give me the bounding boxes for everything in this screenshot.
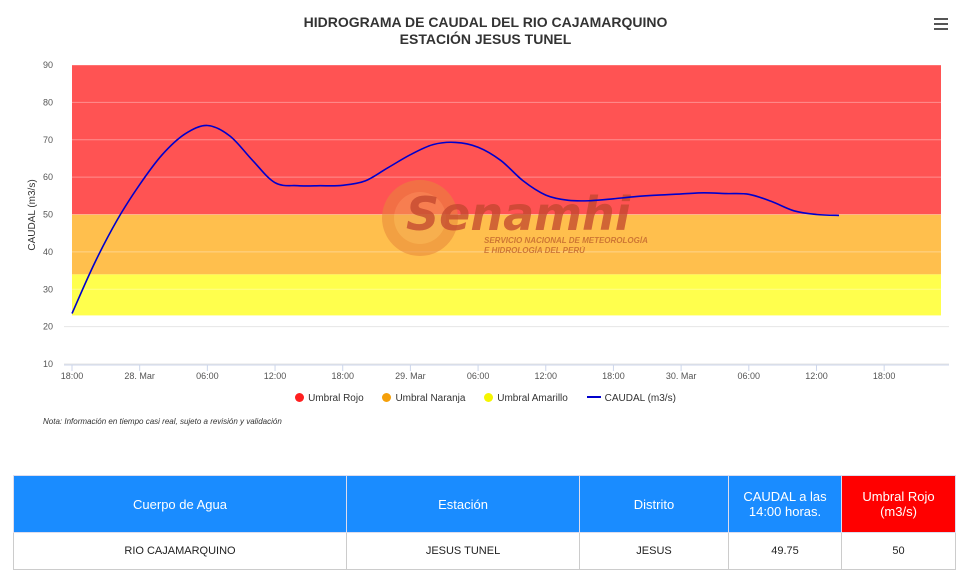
legend-label: Umbral Naranja bbox=[395, 393, 466, 404]
watermark-line1: SERVICIO NACIONAL DE METEOROLOGÍA bbox=[484, 236, 648, 245]
hydrograph-chart: Senamhi SERVICIO NACIONAL DE METEOROLOGÍ… bbox=[27, 60, 949, 381]
legend-dot-orange-icon bbox=[382, 393, 392, 402]
legend-label: CAUDAL (m3/s) bbox=[604, 393, 676, 404]
x-tick-label: 18:00 bbox=[61, 371, 84, 381]
cell-distrito: JESUS bbox=[579, 532, 729, 570]
legend-item-caudal[interactable]: CAUDAL (m3/s) bbox=[586, 393, 676, 404]
hamburger-menu-icon[interactable] bbox=[934, 18, 948, 30]
chart-note: Nota: Información en tiempo casi real, s… bbox=[43, 417, 282, 426]
axes: 10 20 30 40 50 60 70 80 90 18:00 28. Mar 06:00 12:00… bbox=[43, 60, 949, 381]
cell-umbral-rojo: 50 bbox=[841, 532, 956, 570]
header-estacion: Estación bbox=[346, 475, 580, 533]
table-row: RIO CAJAMARQUINO JESUS TUNEL JESUS 49.75… bbox=[13, 532, 956, 570]
x-tick-label: 30. Mar bbox=[666, 371, 697, 381]
legend-dot-yellow-icon bbox=[484, 393, 494, 402]
x-tick-label: 12:00 bbox=[805, 371, 828, 381]
legend-line-icon bbox=[586, 396, 601, 398]
band-umbral-rojo bbox=[72, 65, 941, 215]
y-tick-label: 70 bbox=[43, 135, 53, 145]
x-tick-label: 06:00 bbox=[467, 371, 490, 381]
header-umbral-rojo: Umbral Rojo (m3/s) bbox=[841, 475, 956, 533]
legend-dot-red-icon bbox=[295, 393, 305, 402]
chart-title-line2: ESTACIÓN JESUS TUNEL bbox=[399, 31, 572, 47]
table-header-row: Cuerpo de Agua Estación Distrito CAUDAL … bbox=[13, 475, 956, 533]
x-tick-label: 12:00 bbox=[264, 371, 287, 381]
y-tick-label: 80 bbox=[43, 97, 53, 107]
cell-cuerpo-de-agua: RIO CAJAMARQUINO bbox=[13, 532, 347, 570]
header-caudal: CAUDAL a las 14:00 horas. bbox=[728, 475, 842, 533]
x-tick-label: 18:00 bbox=[331, 371, 354, 381]
y-tick-label: 20 bbox=[43, 322, 53, 332]
series-group bbox=[71, 124, 840, 314]
header-cuerpo-de-agua: Cuerpo de Agua bbox=[13, 475, 347, 533]
y-tick-label: 10 bbox=[43, 359, 53, 369]
y-axis-label: CAUDAL (m3/s) bbox=[27, 179, 38, 250]
grid-lines bbox=[64, 64, 949, 365]
chart-title: HIDROGRAMA DE CAUDAL DEL RIO CAJAMARQUIN… bbox=[0, 14, 956, 48]
band-umbral-amarillo bbox=[72, 274, 941, 316]
x-tick-label: 06:00 bbox=[196, 371, 219, 381]
cell-caudal: 49.75 bbox=[728, 532, 842, 570]
y-tick-label: 40 bbox=[43, 247, 53, 257]
watermark-name: Senamhi bbox=[406, 187, 632, 241]
y-tick-label: 30 bbox=[43, 284, 53, 294]
watermark-line2: E HIDROLOGÍA DEL PERÚ bbox=[484, 246, 585, 255]
header-distrito: Distrito bbox=[579, 475, 729, 533]
legend-item-umbral-rojo[interactable]: Umbral Rojo bbox=[295, 393, 364, 404]
legend-label: Umbral Rojo bbox=[308, 393, 364, 404]
y-tick-label: 50 bbox=[43, 210, 53, 220]
cell-estacion: JESUS TUNEL bbox=[346, 532, 580, 570]
series-line-caudal[interactable] bbox=[71, 124, 840, 314]
x-tick-label: 28. Mar bbox=[124, 371, 155, 381]
summary-table: Cuerpo de Agua Estación Distrito CAUDAL … bbox=[13, 475, 956, 570]
legend-item-umbral-naranja[interactable]: Umbral Naranja bbox=[382, 393, 465, 404]
band-umbral-naranja bbox=[72, 214, 941, 275]
y-tick-label: 60 bbox=[43, 172, 53, 182]
chart-legend: Umbral Rojo Umbral Naranja Umbral Amaril… bbox=[0, 393, 956, 404]
chart-title-line1: HIDROGRAMA DE CAUDAL DEL RIO CAJAMARQUIN… bbox=[303, 14, 668, 30]
x-tick-label: 12:00 bbox=[534, 371, 557, 381]
y-tick-label: 90 bbox=[43, 60, 53, 70]
threshold-bands bbox=[72, 65, 941, 316]
x-tick-label: 06:00 bbox=[738, 371, 761, 381]
x-tick-label: 18:00 bbox=[873, 371, 896, 381]
x-tick-label: 18:00 bbox=[602, 371, 625, 381]
legend-label: Umbral Amarillo bbox=[497, 393, 568, 404]
x-tick-label: 29. Mar bbox=[395, 371, 426, 381]
senamhi-watermark: Senamhi SERVICIO NACIONAL DE METEOROLOGÍ… bbox=[382, 180, 648, 256]
legend-item-umbral-amarillo[interactable]: Umbral Amarillo bbox=[484, 393, 568, 404]
